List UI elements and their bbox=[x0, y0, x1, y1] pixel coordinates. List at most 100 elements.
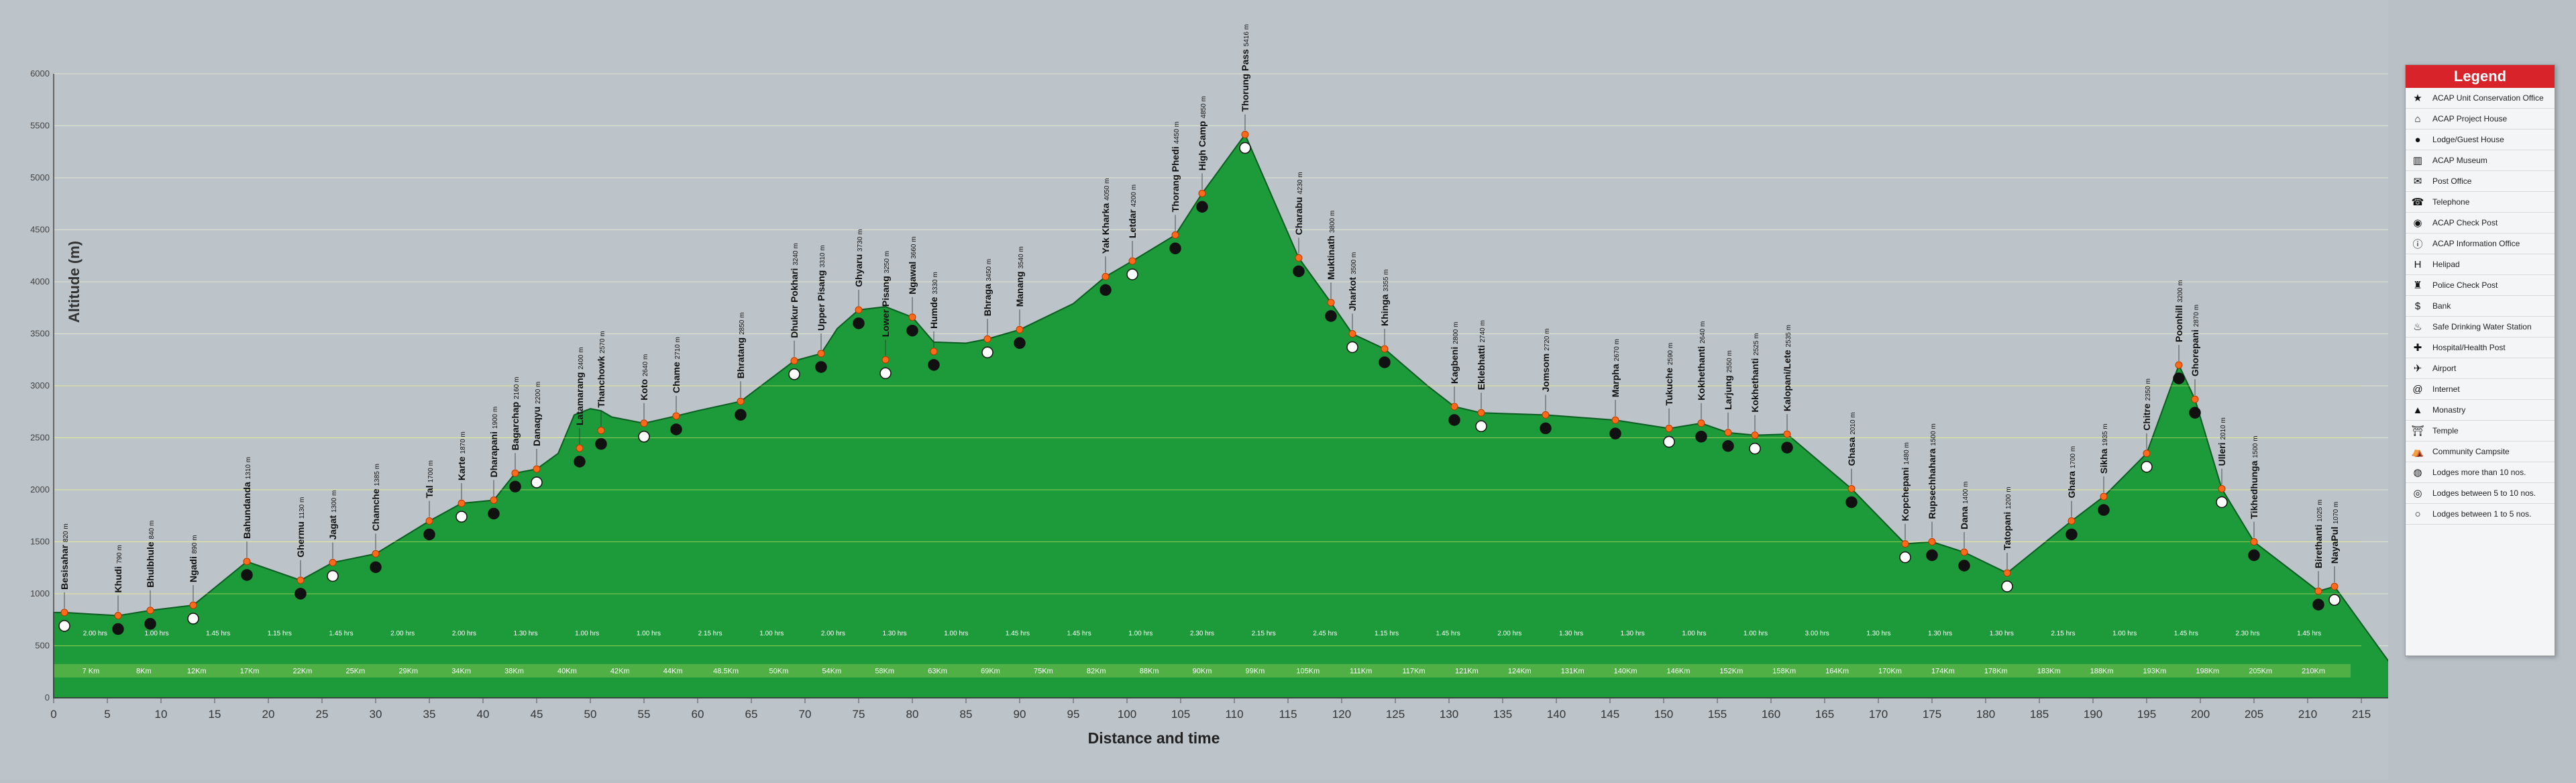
lodge-marker bbox=[488, 507, 500, 520]
village-name: Eklebhatti bbox=[1476, 343, 1487, 390]
lodge-marker bbox=[2173, 372, 2185, 384]
village-name: Chamche bbox=[370, 486, 381, 531]
village-name: Ghorepani bbox=[2190, 327, 2200, 376]
segment-distance-label: 82Km bbox=[1087, 668, 1106, 676]
x-tick-label: 185 bbox=[2030, 708, 2049, 721]
village-name: High Camp bbox=[1197, 118, 1208, 170]
village-label: Khinga 3355 m bbox=[1379, 269, 1390, 326]
village-altitude: 3800 m bbox=[1329, 211, 1336, 233]
village-name: Kalopani/Lete bbox=[1782, 347, 1792, 411]
village-altitude: 1400 m bbox=[1962, 482, 1970, 504]
village-altitude: 3330 m bbox=[932, 272, 939, 294]
village-name: Ulleri bbox=[2216, 440, 2227, 466]
lodge-marker bbox=[2312, 598, 2324, 611]
lodge-marker bbox=[423, 528, 435, 541]
segment-distance-label: 12Km bbox=[187, 668, 207, 676]
segment-time-label: 2.00 hrs bbox=[452, 630, 476, 637]
segment-time-label: 1.45 hrs bbox=[329, 630, 353, 637]
village-altitude: 3500 m bbox=[1350, 252, 1358, 274]
village-point bbox=[2250, 538, 2258, 545]
village-altitude: 2710 m bbox=[674, 337, 682, 359]
village-name: Marpha bbox=[1610, 361, 1621, 397]
x-tick-label: 30 bbox=[370, 708, 382, 721]
village-label: Sikha 1935 m bbox=[2098, 423, 2109, 474]
x-tick-label: 200 bbox=[2191, 708, 2210, 721]
segment-time-label: 1.45 hrs bbox=[2297, 630, 2321, 637]
village-label: Birethanti 1025 m bbox=[2313, 500, 2324, 569]
segment-distance-label: 131Km bbox=[1561, 668, 1585, 676]
segment-time-label: 2.30 hrs bbox=[2235, 630, 2259, 637]
village-point bbox=[1542, 411, 1550, 419]
water-icon: ♨ bbox=[2413, 321, 2422, 333]
legend-item-label: Community Campsite bbox=[2432, 446, 2510, 456]
village-point bbox=[1697, 419, 1705, 427]
segment-distance-label: 90Km bbox=[1193, 668, 1212, 676]
village-name: Thorung Pass bbox=[1240, 46, 1250, 111]
village-name: Ghasa bbox=[1846, 435, 1857, 466]
lodge-marker bbox=[1958, 560, 1970, 572]
x-tick-label: 110 bbox=[1225, 708, 1243, 721]
segment-distance-label: 193Km bbox=[2143, 668, 2166, 676]
lodge-marker bbox=[1325, 310, 1337, 322]
legend-item: ⌂ ACAP Project House bbox=[2406, 109, 2555, 129]
x-tick-label: 85 bbox=[960, 708, 973, 721]
village-label: Kagbeni 2800 m bbox=[1449, 322, 1460, 384]
police-icon: ♜ bbox=[2413, 280, 2422, 291]
village-label: Tatopani 1200 m bbox=[2002, 486, 2012, 550]
village-name: Tatopani bbox=[2002, 509, 2012, 550]
village-altitude: 2525 m bbox=[1753, 333, 1760, 355]
village-altitude: 2200 m bbox=[535, 382, 542, 404]
segment-time-label: 1.30 hrs bbox=[513, 630, 537, 637]
distance-labels: 7 Km 8Km 12Km 17Km 22Km 25Km 29Km 34Km 38Km 40Km 4… bbox=[54, 630, 2351, 678]
legend-item-label: Airport bbox=[2432, 363, 2457, 373]
legend-item-label: Safe Drinking Water Station bbox=[2432, 321, 2532, 331]
village-name: Dharapani bbox=[488, 429, 499, 477]
village-altitude: 2010 m bbox=[2220, 417, 2227, 439]
village-point bbox=[1751, 431, 1759, 439]
lodge-marker bbox=[879, 367, 892, 379]
village-altitude: 4200 m bbox=[1130, 185, 1138, 207]
village-name: Letdar bbox=[1127, 207, 1138, 238]
village-label: Dharapani 1900 m bbox=[488, 407, 499, 478]
village-point bbox=[1241, 131, 1249, 139]
village-name: Tikhedhunga bbox=[2249, 458, 2259, 519]
village-name: Kokhethanti bbox=[1750, 356, 1760, 413]
village-name: Larjung bbox=[1723, 373, 1733, 410]
village-label: Latamarang 2400 m bbox=[574, 347, 585, 425]
village-altitude: 1480 m bbox=[1903, 442, 1911, 464]
village-altitude: 2590 m bbox=[1667, 343, 1674, 365]
village-altitude: 3355 m bbox=[1383, 269, 1390, 291]
legend-item-label: Temple bbox=[2432, 425, 2459, 435]
village-label: Kokhethanti 2525 m bbox=[1750, 333, 1760, 412]
segment-time-label: 1.00 hrs bbox=[575, 630, 599, 637]
village-name: Lower Pisang bbox=[880, 273, 891, 337]
village-name: Upper Pisang bbox=[816, 268, 826, 331]
x-tick-label: 80 bbox=[906, 708, 919, 721]
legend-item: ◎ Lodges between 5 to 10 nos. bbox=[2406, 483, 2555, 504]
village-label: Thanchowk 2570 m bbox=[596, 331, 606, 407]
segment-distance-label: 178Km bbox=[1984, 668, 2008, 676]
village-label: Jagat 1300 m bbox=[327, 490, 338, 540]
village-point bbox=[2191, 395, 2199, 403]
lodge-marker bbox=[144, 618, 156, 630]
segment-time-label: 2.15 hrs bbox=[2051, 630, 2075, 637]
legend-item: ⛩ Temple bbox=[2406, 421, 2555, 441]
lodge-marker bbox=[906, 324, 918, 337]
village-label: Kokhethanti 2640 m bbox=[1696, 321, 1707, 401]
lodge-marker bbox=[1781, 441, 1793, 454]
segment-distance-label: 152Km bbox=[1719, 668, 1743, 676]
lodge-marker bbox=[1609, 427, 1621, 439]
legend-item: ⓘ ACAP Information Office bbox=[2406, 233, 2555, 254]
x-tick-label: 205 bbox=[2245, 708, 2263, 721]
lodge-marker bbox=[2248, 549, 2260, 562]
village-label: Ngawal 3660 m bbox=[907, 236, 918, 294]
lodge-marker bbox=[1899, 551, 1911, 564]
lodge-marker bbox=[2328, 594, 2341, 606]
lodges-few-icon: ○ bbox=[2414, 508, 2421, 520]
lodge-marker bbox=[2216, 496, 2228, 509]
segment-time-label: 1.00 hrs bbox=[944, 630, 968, 637]
segment-time-label: 2.00 hrs bbox=[390, 630, 415, 637]
segment-time-label: 1.00 hrs bbox=[1743, 630, 1768, 637]
x-tick-label: 20 bbox=[262, 708, 275, 721]
village-altitude: 2740 m bbox=[1479, 320, 1487, 342]
